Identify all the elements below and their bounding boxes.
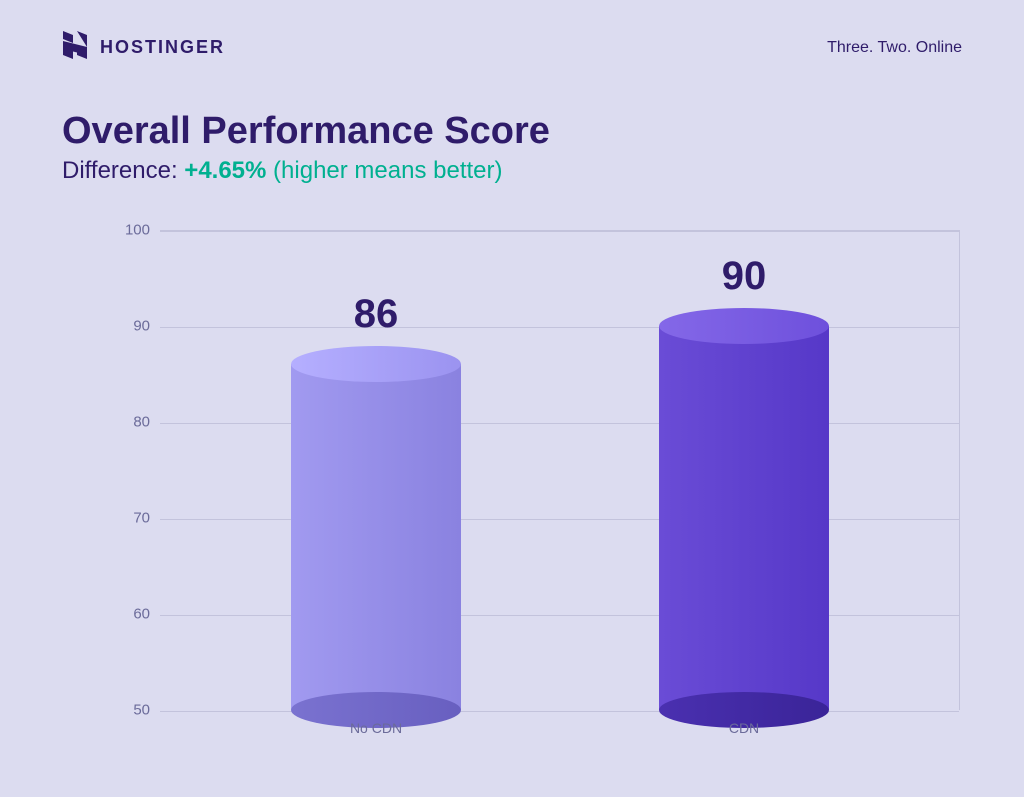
x-axis-label: CDN: [729, 720, 759, 736]
bar-body: [291, 364, 461, 710]
brand-name: HOSTINGER: [100, 37, 225, 58]
y-tick-label: 60: [100, 606, 150, 623]
subtitle-note: (higher means better): [266, 157, 502, 184]
y-tick-label: 90: [100, 318, 150, 335]
subtitle-label: Difference:: [62, 157, 184, 184]
y-tick-label: 80: [100, 414, 150, 431]
gridline: [160, 519, 959, 520]
x-axis-label: No CDN: [350, 720, 402, 736]
y-tick-label: 70: [100, 510, 150, 527]
infographic-canvas: HOSTINGER Three. Two. Online Overall Per…: [0, 0, 1024, 797]
tagline: Three. Two. Online: [827, 39, 962, 57]
y-tick-label: 100: [100, 222, 150, 239]
bar-body: [659, 326, 829, 710]
subtitle-value: +4.65%: [184, 157, 266, 184]
gridline: [160, 711, 959, 712]
gridline: [160, 327, 959, 328]
y-tick-label: 50: [100, 702, 150, 719]
chart-bar: 86: [291, 364, 461, 710]
gridline: [160, 231, 959, 232]
chart-bar: 90: [659, 326, 829, 710]
bar-value-label: 86: [291, 292, 461, 337]
bar-chart: 506070809010086No CDN90CDN: [100, 230, 960, 750]
gridline: [160, 423, 959, 424]
brand: HOSTINGER: [62, 30, 225, 65]
chart-title: Overall Performance Score: [62, 110, 550, 153]
header: HOSTINGER Three. Two. Online: [62, 30, 962, 65]
chart-subtitle: Difference: +4.65% (higher means better): [62, 157, 550, 185]
plot-area: [160, 230, 960, 710]
gridline: [160, 615, 959, 616]
title-block: Overall Performance Score Difference: +4…: [62, 110, 550, 185]
bar-top-cap: [659, 308, 829, 344]
hostinger-logo-icon: [62, 30, 88, 65]
bar-value-label: 90: [659, 254, 829, 299]
bar-top-cap: [291, 346, 461, 382]
